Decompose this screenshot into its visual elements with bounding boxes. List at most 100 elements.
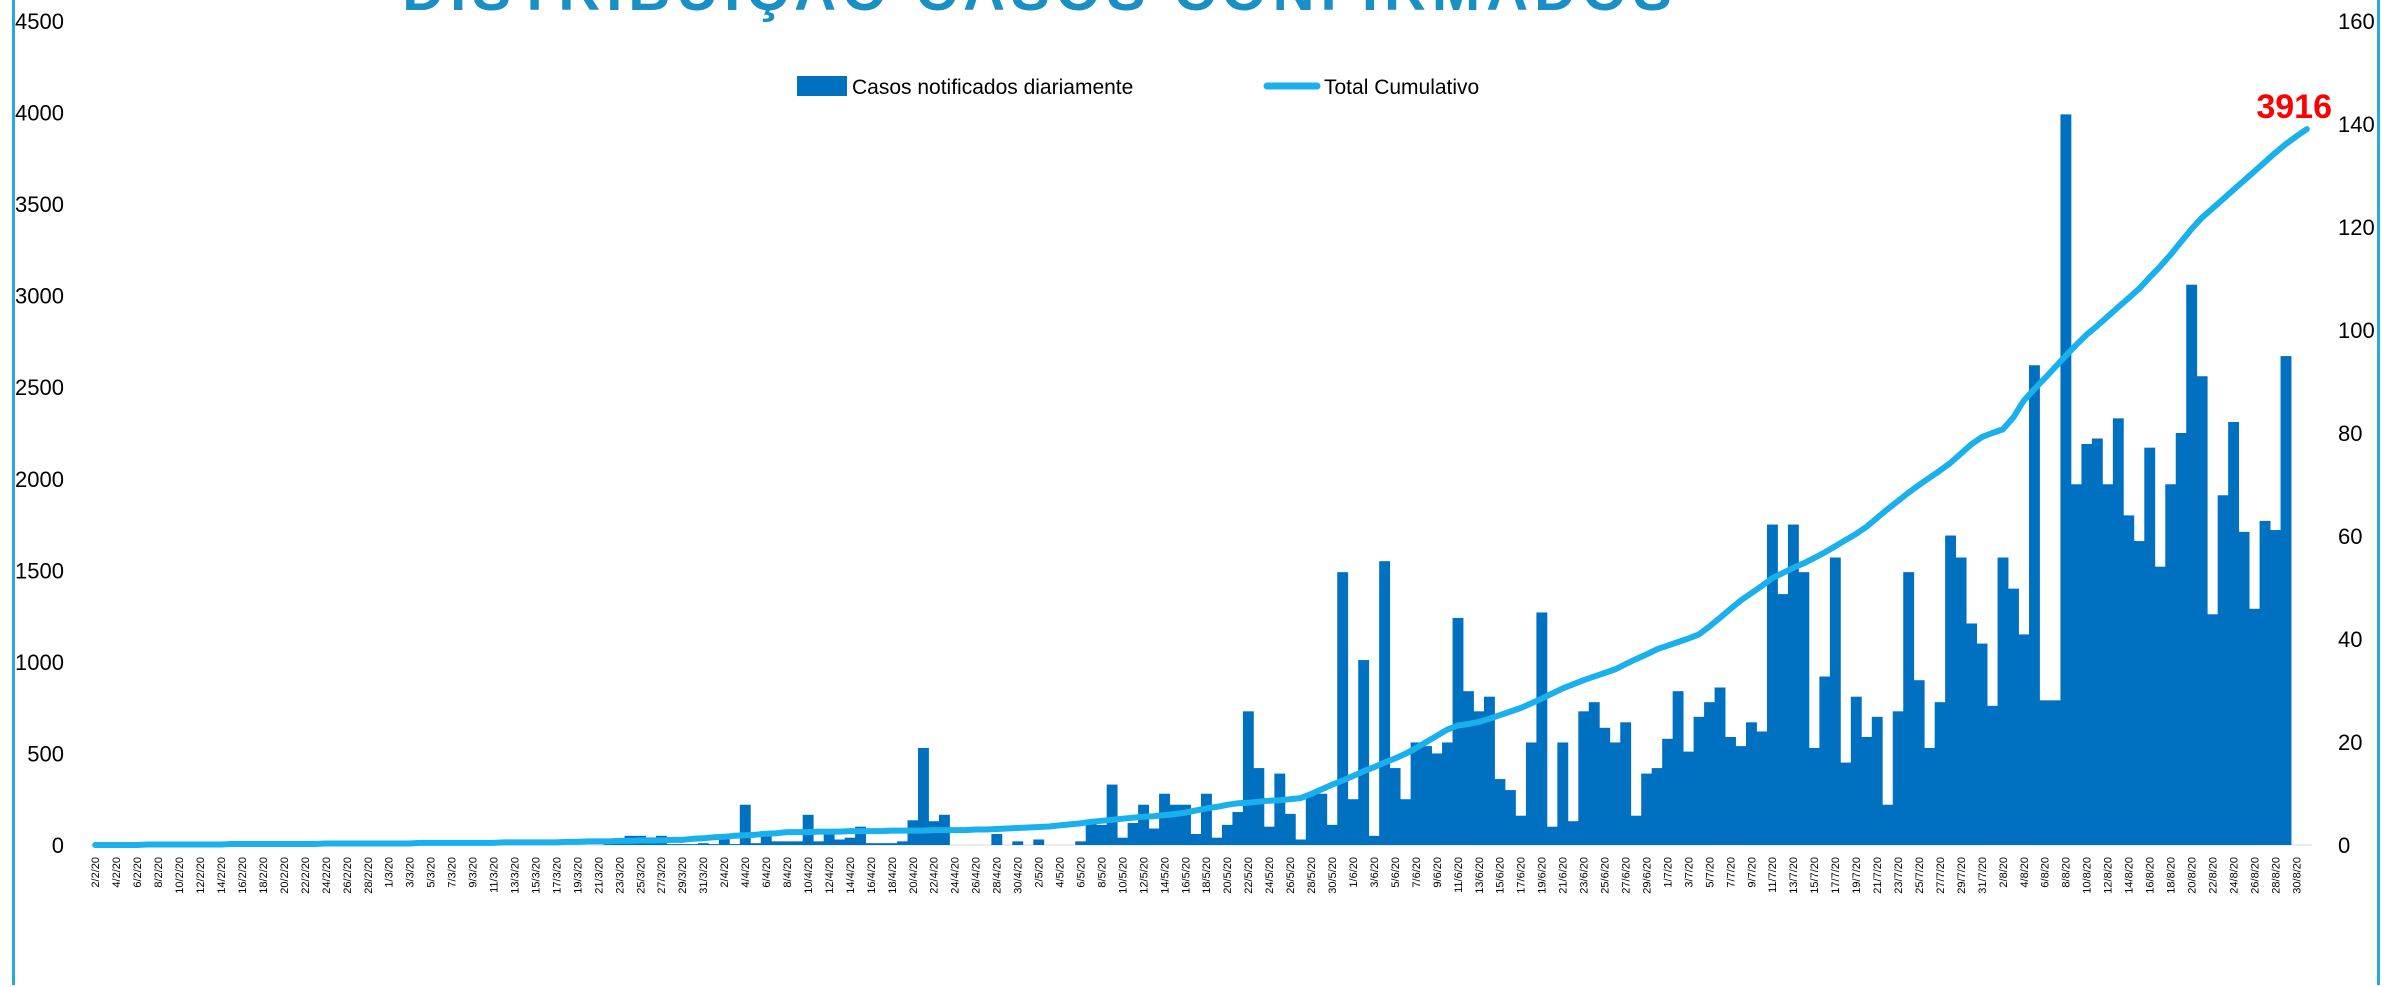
- bar: [1672, 691, 1684, 845]
- x-tick-label: 25/3/20: [635, 857, 647, 894]
- x-tick-label: 23/3/20: [614, 857, 626, 894]
- x-tick-label: 2/8/20: [1998, 857, 2010, 888]
- x-tick-label: 14/2/20: [216, 857, 228, 894]
- x-tick-label: 11/7/20: [1767, 857, 1779, 893]
- x-tick-label: 16/8/20: [2145, 857, 2157, 894]
- bar: [1473, 711, 1485, 845]
- y-left-tick-label: 0: [52, 833, 64, 858]
- y-left-tick-label: 3000: [15, 284, 64, 309]
- bar: [1924, 747, 1936, 845]
- bar: [697, 843, 709, 845]
- x-tick-label: 26/4/20: [971, 857, 983, 894]
- bar: [1525, 742, 1537, 845]
- chart-title: DISTRIBUIÇÃO CASOS CONFIRMADOS: [402, 0, 1678, 23]
- bar: [645, 843, 657, 845]
- bar: [2259, 520, 2271, 845]
- x-tick-label: 12/8/20: [2103, 857, 2115, 894]
- x-tick-label: 14/5/20: [1159, 857, 1171, 894]
- bar: [2270, 530, 2281, 845]
- bar: [1106, 784, 1118, 845]
- x-tick-label: 11/6/20: [1453, 857, 1465, 893]
- x-tick-label: 19/7/20: [1851, 857, 1863, 894]
- bar: [1410, 742, 1422, 845]
- x-tick-label: 23/7/20: [1893, 857, 1905, 894]
- bar: [1945, 535, 1957, 845]
- bar: [1190, 834, 1202, 845]
- x-tick-label: 27/6/20: [1620, 857, 1632, 894]
- bar: [729, 844, 741, 845]
- bar: [1368, 835, 1380, 845]
- x-tick-label: 4/5/20: [1055, 857, 1067, 888]
- bar: [2112, 418, 2124, 845]
- bar: [918, 747, 929, 845]
- bar: [1662, 738, 1674, 845]
- bar: [1609, 742, 1621, 845]
- bar: [1892, 711, 1904, 845]
- bar: [1536, 612, 1548, 845]
- bar: [844, 837, 856, 845]
- y-right-tick-label: 0: [2338, 833, 2350, 858]
- bar: [1515, 815, 1527, 845]
- x-tick-label: 24/2/20: [321, 857, 333, 894]
- bar: [1578, 711, 1590, 845]
- x-tick-label: 5/6/20: [1390, 857, 1402, 888]
- bar: [1347, 799, 1359, 845]
- bar: [1966, 623, 1977, 845]
- x-tick-label: 1/6/20: [1348, 857, 1360, 888]
- bar: [1117, 837, 1129, 845]
- bar: [1599, 727, 1611, 845]
- bar: [813, 841, 825, 845]
- x-tick-label: 4/4/20: [740, 857, 752, 888]
- x-tick-label: 2/5/20: [1034, 857, 1046, 888]
- bar: [1379, 561, 1391, 845]
- y-left-tick-label: 4500: [15, 9, 64, 34]
- bar: [2228, 422, 2240, 845]
- x-tick-label: 7/7/20: [1725, 857, 1737, 888]
- bar: [2249, 608, 2260, 845]
- x-tick-label: 9/3/20: [468, 857, 480, 888]
- y-right-tick-label: 40: [2338, 627, 2362, 652]
- bar: [2049, 700, 2061, 845]
- bar: [1714, 687, 1726, 845]
- x-tick-label: 17/3/20: [551, 857, 563, 894]
- bar: [1997, 557, 2009, 845]
- bar: [2280, 356, 2292, 845]
- x-tick-label: 14/4/20: [845, 857, 857, 894]
- x-tick-label: 10/5/20: [1117, 857, 1129, 894]
- x-tick-label: 30/4/20: [1013, 857, 1025, 894]
- bar: [876, 843, 887, 845]
- bar: [1641, 773, 1653, 845]
- x-tick-label: 20/5/20: [1222, 857, 1234, 894]
- x-tick-label: 25/7/20: [1914, 857, 1926, 894]
- legend-swatch-bars: [797, 76, 847, 96]
- x-tick-label: 22/8/20: [2207, 857, 2219, 894]
- bar: [1431, 753, 1443, 845]
- x-tick-label: 28/2/20: [363, 857, 375, 894]
- bar: [1274, 773, 1286, 845]
- bar: [1242, 711, 1254, 845]
- bar: [1483, 696, 1495, 845]
- bar: [834, 839, 846, 845]
- x-tick-label: 24/4/20: [950, 857, 962, 894]
- bar: [708, 844, 720, 845]
- bar: [2186, 284, 2198, 845]
- bar: [2123, 515, 2135, 845]
- x-tick-label: 5/3/20: [426, 857, 438, 888]
- x-tick-label: 27/7/20: [1935, 857, 1947, 894]
- x-tick-label: 12/2/20: [195, 857, 207, 894]
- bar: [1452, 617, 1464, 845]
- bar: [1463, 691, 1474, 845]
- bar: [2018, 634, 2030, 845]
- bar: [1987, 705, 1998, 845]
- bar: [1075, 841, 1087, 845]
- bar: [897, 841, 908, 845]
- y-left-tick-label: 1000: [15, 650, 64, 675]
- cumulative-line: [92, 126, 2310, 848]
- x-tick-label: 26/8/20: [2249, 857, 2261, 894]
- bar: [2154, 566, 2166, 845]
- x-tick-label: 15/6/20: [1495, 857, 1507, 894]
- x-tick-label: 7/6/20: [1411, 857, 1423, 888]
- x-tick-label: 9/7/20: [1746, 857, 1758, 888]
- x-tick-label: 7/3/20: [447, 857, 459, 888]
- y-right-tick-label: 120: [2338, 215, 2375, 240]
